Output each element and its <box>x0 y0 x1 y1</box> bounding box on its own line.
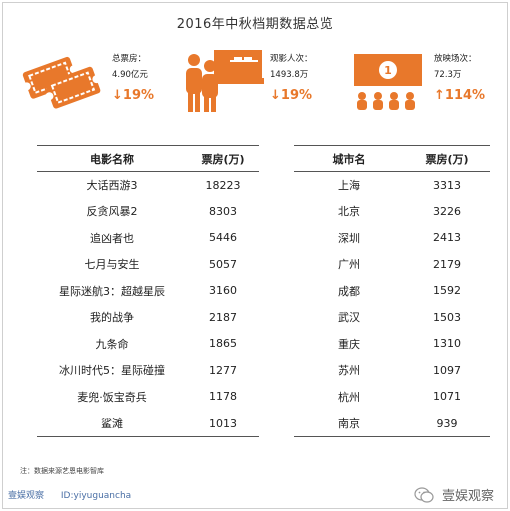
city-box-office: 3313 <box>433 178 461 192</box>
table-row: 北京 3226 <box>294 198 490 225</box>
film-name: 九条命 <box>95 337 129 351</box>
ticket-icon <box>20 52 104 114</box>
table-row: 成都 1592 <box>294 278 490 305</box>
film-box-office: 1277 <box>209 363 237 377</box>
table-row: 七月与安生 5057 <box>37 251 259 278</box>
film-box-office: 5446 <box>209 231 237 245</box>
table-header-row: 电影名称 票房(万) <box>37 145 259 172</box>
film-name: 鲨滩 <box>37 410 187 437</box>
table-row: 上海 3313 <box>294 172 490 199</box>
table-header-row: 城市名 票房(万) <box>294 145 490 172</box>
table-row: 南京 939 <box>294 410 490 437</box>
film-name: 反贪风暴2 <box>86 205 138 219</box>
city-box-office: 1503 <box>433 310 461 324</box>
stat-value: 1493.8万 <box>270 70 309 80</box>
city-name: 重庆 <box>338 337 360 351</box>
table-row: 深圳 2413 <box>294 225 490 252</box>
table-row: 我的战争 2187 <box>37 304 259 331</box>
stat-change: ↑114% <box>434 88 486 103</box>
film-box-office: 1013 <box>187 410 259 437</box>
film-name: 大话西游3 <box>86 179 138 192</box>
cinema-screen-icon: 1 <box>348 52 428 114</box>
city-box-office: 2179 <box>433 257 461 271</box>
table-row: 冰川时代5：星际碰撞 1277 <box>37 357 259 384</box>
brand-left: 壹娱观察 ID:yiyuguancha <box>8 488 131 501</box>
city-box-office: 3226 <box>433 204 461 218</box>
brand-bar: 壹娱观察 ID:yiyuguancha 壹娱观察 <box>0 485 510 504</box>
stat-value: 72.3万 <box>434 70 462 80</box>
city-name: 广州 <box>338 258 360 272</box>
table-row: 大话西游3 18223 <box>37 172 259 199</box>
city-name: 深圳 <box>338 231 360 245</box>
stat-value: 4.90亿元 <box>112 70 148 80</box>
films-table: 电影名称 票房(万) 大话西游3 18223 反贪风暴2 8303 追凶者也 5446… <box>37 145 259 437</box>
film-box-office: 1178 <box>209 390 237 404</box>
film-box-office: 3160 <box>209 284 237 298</box>
city-box-office: 939 <box>404 410 490 437</box>
table-row: 星际迷航3：超越星辰 3160 <box>37 278 259 305</box>
column-header-box-office: 票房(万) <box>187 145 259 172</box>
film-name: 我的战争 <box>90 311 134 325</box>
film-box-office: 1865 <box>209 337 237 351</box>
city-name: 南京 <box>294 410 404 437</box>
page-title: 2016年中秋档期数据总览 <box>176 17 334 32</box>
brand-id: ID:yiyuguancha <box>60 491 132 501</box>
city-name: 北京 <box>338 205 360 219</box>
stat-label: 总票房： <box>112 54 147 64</box>
audience-icon <box>184 48 264 118</box>
film-name: 七月与安生 <box>84 258 140 272</box>
table-row: 鲨滩 1013 <box>37 410 259 437</box>
city-box-office: 1071 <box>433 390 461 404</box>
film-box-office: 8303 <box>209 204 237 218</box>
brand-right: 壹娱观察 <box>414 485 494 507</box>
film-name: 星际迷航3：超越星辰 <box>59 284 165 298</box>
stat-label: 放映场次： <box>434 54 477 64</box>
column-header-city: 城市名 <box>294 145 404 172</box>
city-box-office: 1310 <box>433 337 461 351</box>
city-box-office: 2413 <box>433 231 461 245</box>
film-name: 麦兜·饭宝奇兵 <box>77 390 147 404</box>
table-row: 广州 2179 <box>294 251 490 278</box>
city-name: 成都 <box>338 284 360 298</box>
screen-number: 1 <box>384 64 392 77</box>
column-header-box-office: 票房(万) <box>404 145 490 172</box>
city-name: 武汉 <box>338 311 360 325</box>
film-box-office: 5057 <box>209 257 237 271</box>
film-name: 冰川时代5：星际碰撞 <box>59 364 165 378</box>
city-name: 上海 <box>338 179 360 192</box>
column-header-film-name: 电影名称 <box>37 145 187 172</box>
table-row: 武汉 1503 <box>294 304 490 331</box>
wechat-icon <box>414 486 434 507</box>
cities-table: 城市名 票房(万) 上海 3313 北京 3226 深圳 2413 广州 2179 成都… <box>294 145 490 437</box>
city-box-office: 1592 <box>433 284 461 298</box>
table-row: 苏州 1097 <box>294 357 490 384</box>
table-row: 反贪风暴2 8303 <box>37 198 259 225</box>
source-note: 注：数据来源艺恩电影智库 <box>20 467 104 475</box>
film-box-office: 2187 <box>209 310 237 324</box>
stat-change: ↓19% <box>112 88 155 103</box>
film-box-office: 18223 <box>205 178 241 192</box>
table-row: 追凶者也 5446 <box>37 225 259 252</box>
stat-change: ↓19% <box>270 88 313 103</box>
table-row: 麦兜·饭宝奇兵 1178 <box>37 384 259 411</box>
brand-name: 壹娱观察 <box>8 491 45 501</box>
stat-label: 观影人次： <box>270 54 313 64</box>
city-name: 苏州 <box>338 364 360 378</box>
film-name: 追凶者也 <box>90 231 134 245</box>
brand-watermark-name: 壹娱观察 <box>441 489 494 504</box>
table-row: 重庆 1310 <box>294 331 490 358</box>
city-box-office: 1097 <box>433 363 461 377</box>
table-row: 九条命 1865 <box>37 331 259 358</box>
city-name: 杭州 <box>338 390 360 404</box>
table-row: 杭州 1071 <box>294 384 490 411</box>
